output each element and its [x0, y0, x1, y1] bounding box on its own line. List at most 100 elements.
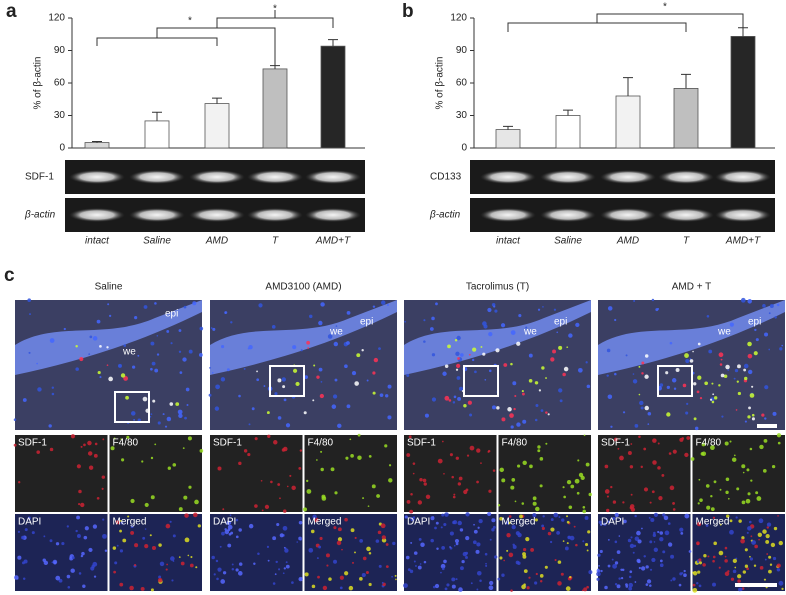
speckle	[491, 528, 495, 532]
speckle	[320, 302, 325, 307]
speckle	[521, 392, 525, 396]
speckle	[320, 381, 323, 383]
speckle	[741, 500, 746, 505]
speckle	[477, 526, 480, 529]
speckle	[222, 508, 225, 511]
speckle	[463, 404, 467, 408]
speckle	[562, 486, 565, 489]
blot-label: SDF-1	[25, 172, 54, 183]
speckle	[667, 542, 673, 547]
speckle	[55, 542, 60, 546]
speckle	[312, 399, 315, 402]
speckle	[628, 575, 632, 579]
speckle	[766, 526, 770, 529]
speckle	[130, 525, 134, 529]
speckle	[681, 437, 685, 440]
significance-mark: *	[188, 16, 192, 27]
speckle	[456, 335, 461, 341]
speckle	[577, 459, 580, 462]
speckle	[682, 383, 687, 388]
speckle	[507, 407, 512, 412]
speckle	[534, 381, 539, 385]
speckle	[627, 451, 632, 456]
speckle	[354, 551, 356, 554]
y-tick-label: 60	[54, 78, 66, 89]
speckle	[628, 586, 633, 591]
speckle	[179, 371, 183, 375]
speckle	[513, 407, 516, 411]
speckle	[672, 577, 676, 581]
speckle	[230, 321, 233, 324]
speckle	[661, 473, 665, 477]
speckle	[652, 460, 657, 465]
speckle	[78, 489, 82, 494]
speckle	[540, 409, 544, 412]
speckle	[622, 411, 626, 414]
speckle	[451, 584, 456, 589]
speckle	[638, 393, 641, 396]
speckle	[657, 530, 660, 534]
speckle	[528, 353, 533, 358]
speckle	[300, 349, 303, 352]
speckle	[120, 373, 126, 378]
blot-band	[600, 208, 656, 222]
speckle	[354, 536, 357, 540]
speckle	[747, 492, 751, 496]
speckle	[328, 577, 332, 581]
speckle	[600, 569, 603, 573]
speckle	[672, 502, 675, 505]
speckle	[610, 485, 613, 489]
speckle	[157, 421, 161, 425]
speckle	[607, 564, 611, 568]
speckle	[472, 540, 477, 545]
speckle	[93, 453, 98, 458]
speckle	[612, 516, 616, 521]
speckle	[768, 348, 771, 351]
speckle	[729, 440, 732, 443]
speckle	[491, 518, 496, 523]
speckle	[388, 478, 393, 483]
speckle	[516, 422, 521, 427]
speckle	[394, 574, 397, 577]
blot-band	[129, 208, 185, 222]
speckle	[274, 392, 278, 396]
speckle	[776, 433, 782, 438]
speckle	[607, 394, 613, 400]
speckle	[762, 529, 767, 534]
speckle	[221, 531, 225, 536]
speckle	[164, 425, 168, 428]
blot-band	[658, 208, 714, 222]
speckle	[281, 377, 286, 382]
speckle	[629, 504, 635, 509]
speckle	[521, 390, 524, 393]
y-tick-label: 90	[456, 45, 468, 56]
speckle	[224, 311, 228, 315]
speckle	[568, 333, 573, 338]
speckle	[744, 548, 748, 552]
speckle	[736, 487, 740, 491]
speckle	[575, 543, 578, 547]
speckle	[698, 584, 702, 588]
speckle	[665, 371, 669, 375]
speckle	[545, 377, 547, 379]
speckle	[781, 587, 784, 590]
channel-label: DAPI	[407, 517, 430, 528]
speckle	[222, 571, 227, 575]
speckle	[127, 515, 130, 518]
blot-band	[305, 170, 361, 184]
speckle	[299, 449, 303, 452]
speckle	[404, 515, 408, 519]
speckle	[457, 396, 462, 401]
channel-image	[109, 514, 202, 591]
speckle	[711, 400, 715, 404]
speckle	[28, 351, 31, 354]
speckle	[348, 585, 354, 591]
speckle	[96, 496, 100, 500]
speckle	[659, 536, 664, 542]
speckle	[266, 411, 270, 415]
speckle	[199, 326, 204, 331]
speckle	[746, 531, 749, 534]
speckle	[335, 325, 338, 327]
bar	[555, 115, 581, 149]
speckle	[566, 520, 570, 524]
